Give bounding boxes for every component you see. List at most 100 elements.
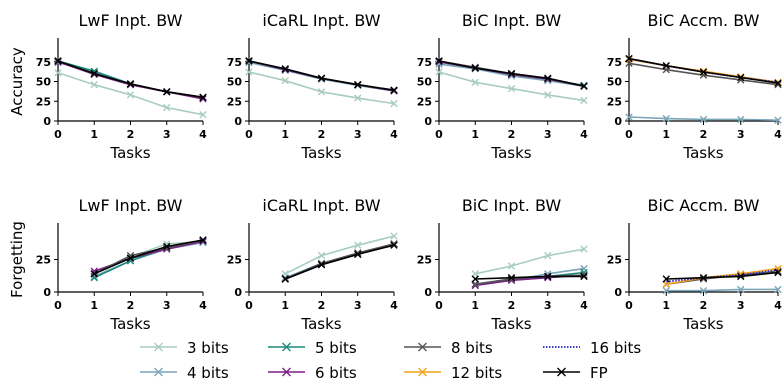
legend-marker xyxy=(154,342,163,352)
data-point-marker xyxy=(199,110,207,119)
x-axis-label: Tasks xyxy=(490,144,531,162)
series-3-bits xyxy=(435,68,588,105)
x-tick-label: 2 xyxy=(508,299,516,312)
legend-item-16-bits: 16 bits xyxy=(543,339,641,357)
panel-title: BiC Accm. BW xyxy=(648,196,760,215)
x-tick-label: 2 xyxy=(700,128,708,141)
x-tick-label: 3 xyxy=(163,299,171,312)
data-point-marker xyxy=(507,274,516,282)
series-4-bits xyxy=(625,113,782,124)
panel-6: iCaRL Inpt. BW 0 25 0 1 2 3 4 Tasks xyxy=(227,196,398,333)
y-tick-label: 75 xyxy=(227,56,242,69)
y-tick-label: 25 xyxy=(36,254,51,267)
series-3-bits xyxy=(471,245,588,278)
x-tick-label: 4 xyxy=(580,128,588,141)
y-tick-label: 0 xyxy=(234,286,242,299)
x-tick-label: 3 xyxy=(163,128,171,141)
data-point-marker xyxy=(699,287,708,295)
data-point-marker xyxy=(774,268,782,277)
series-fp xyxy=(54,57,207,101)
x-tick-label: 1 xyxy=(662,128,670,141)
legend-marker xyxy=(282,367,291,377)
data-point-marker xyxy=(544,272,552,281)
legend-marker xyxy=(557,367,566,377)
panel-5: LwF Inpt. BW 0 25 0 1 2 3 4 Tasks Forgetting xyxy=(8,196,207,333)
y-tick-label: 0 xyxy=(234,115,242,128)
panel-4: BiC Accm. BW 0 25 50 75 0 1 2 3 4 Tasks xyxy=(607,11,782,162)
data-point-marker xyxy=(390,99,398,108)
data-point-marker xyxy=(90,69,98,78)
legend-label: 16 bits xyxy=(590,339,641,357)
x-tick-label: 1 xyxy=(471,299,479,312)
x-tick-label: 4 xyxy=(199,299,207,312)
data-point-marker xyxy=(580,96,588,105)
data-point-marker xyxy=(580,82,588,90)
data-point-marker xyxy=(281,275,289,283)
data-point-marker xyxy=(317,261,326,269)
x-tick-label: 0 xyxy=(54,128,62,141)
series-fp xyxy=(435,57,588,90)
data-point-marker xyxy=(163,242,171,251)
series-line-fp xyxy=(475,275,584,280)
series-3-bits xyxy=(245,68,398,108)
x-tick-label: 2 xyxy=(508,128,516,141)
data-point-marker xyxy=(354,94,362,102)
data-point-marker xyxy=(199,93,207,101)
series-3-bits xyxy=(281,232,398,278)
y-tick-label: 50 xyxy=(417,76,433,89)
data-point-marker xyxy=(199,236,207,244)
legend-label: 3 bits xyxy=(187,339,229,357)
panel-title: BiC Inpt. BW xyxy=(462,196,562,215)
panel-7: BiC Inpt. BW 0 25 0 1 2 3 4 Tasks xyxy=(417,196,588,333)
x-tick-label: 3 xyxy=(737,128,745,141)
data-point-marker xyxy=(580,271,588,279)
series-line-fp xyxy=(248,60,395,91)
series-fp xyxy=(245,57,398,94)
data-point-marker xyxy=(662,287,670,295)
data-point-marker xyxy=(354,250,362,258)
panel-title: BiC Accm. BW xyxy=(648,11,760,30)
x-tick-label: 4 xyxy=(774,128,782,141)
data-point-marker xyxy=(281,65,289,73)
legend-label: FP xyxy=(590,364,608,382)
y-tick-label: 25 xyxy=(607,95,622,108)
data-point-marker xyxy=(245,68,253,76)
series-line-16-bits xyxy=(666,269,779,283)
data-point-marker xyxy=(737,73,745,82)
series-line-fp xyxy=(666,271,779,280)
x-tick-label: 1 xyxy=(662,299,670,312)
legend-item-8-bits: 8 bits xyxy=(404,339,493,357)
y-tick-label: 25 xyxy=(227,95,242,108)
data-point-marker xyxy=(544,91,552,99)
series-line-4-bits xyxy=(93,241,204,278)
x-tick-label: 1 xyxy=(90,128,98,141)
data-point-marker xyxy=(737,115,745,124)
y-tick-label: 0 xyxy=(424,115,432,128)
data-point-marker xyxy=(662,62,670,70)
data-point-marker xyxy=(354,80,362,89)
legend-item-3-bits: 3 bits xyxy=(140,339,229,357)
series-line-8-bits xyxy=(628,62,779,86)
panel-2: iCaRL Inpt. BW 0 25 50 75 0 1 2 3 4 Tasks xyxy=(227,11,398,162)
x-tick-label: 4 xyxy=(390,299,398,312)
data-point-marker xyxy=(126,80,135,88)
panel-title: LwF Inpt. BW xyxy=(79,196,183,215)
data-point-marker xyxy=(471,78,479,86)
data-point-marker xyxy=(774,79,782,87)
x-tick-label: 0 xyxy=(245,128,253,141)
legend-marker xyxy=(154,367,163,377)
series-line-fp xyxy=(93,239,204,275)
legend-item-fp: FP xyxy=(543,364,608,382)
y-tick-label: 0 xyxy=(614,115,622,128)
x-tick-label: 2 xyxy=(318,299,326,312)
y-tick-label: 0 xyxy=(43,115,51,128)
legend-item-12-bits: 12 bits xyxy=(404,364,502,382)
legend-label: 6 bits xyxy=(315,364,357,382)
panel-title: LwF Inpt. BW xyxy=(79,11,183,30)
data-point-marker xyxy=(507,69,516,78)
x-tick-label: 3 xyxy=(544,299,552,312)
data-point-marker xyxy=(54,57,62,65)
x-tick-label: 2 xyxy=(127,128,135,141)
x-tick-label: 0 xyxy=(435,299,443,312)
